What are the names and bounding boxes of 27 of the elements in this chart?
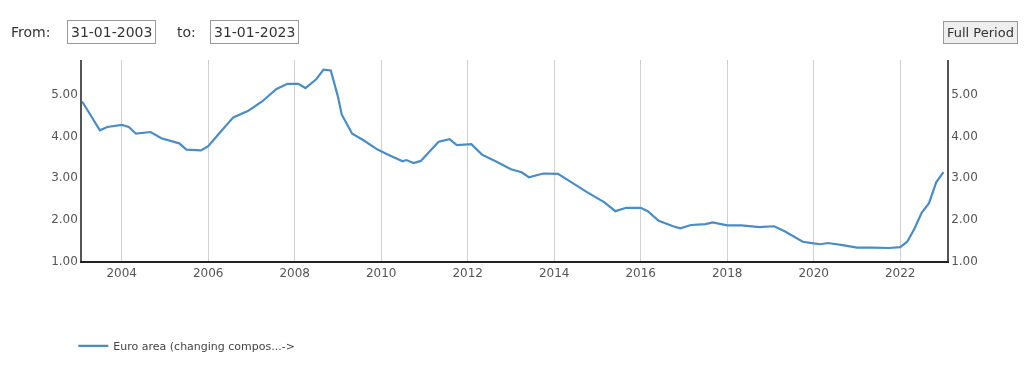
y-tick-label: 3.00	[51, 170, 78, 185]
text: From:	[11, 24, 51, 40]
y2-tick-label: 5.00	[951, 86, 978, 101]
x-tick-label: 2004	[106, 266, 137, 281]
legend-label: Euro area (changing compos...->	[113, 340, 295, 354]
x-tick-label: 2022	[884, 266, 916, 281]
y-tick-label: 1.00	[51, 254, 78, 269]
x-tick-label: 2012	[452, 266, 483, 281]
y2-tick-label: 2.00	[951, 212, 978, 227]
text: to:	[177, 24, 196, 40]
x-tick-label: 2016	[625, 266, 656, 281]
text: 31-01-2003	[71, 24, 153, 40]
x-tick-label: 2018	[711, 266, 743, 281]
x-tick-label: 2014	[538, 266, 570, 281]
y-tick-label: 4.00	[51, 128, 78, 143]
y-tick-label: 5.00	[51, 86, 78, 101]
text: Full Period	[947, 25, 1014, 40]
y2-tick-label: 3.00	[951, 170, 978, 185]
y-tick-label: 2.00	[51, 212, 78, 227]
y2-tick-label: 1.00	[951, 254, 978, 269]
x-tick-label: 2006	[192, 266, 224, 281]
text: 31-01-2023	[214, 24, 296, 40]
x-tick-label: 2010	[365, 266, 397, 281]
x-tick-label: 2020	[798, 266, 829, 281]
line-series	[82, 68, 945, 250]
x-tick-label: 2008	[279, 266, 310, 281]
y2-tick-label: 4.00	[951, 128, 978, 143]
